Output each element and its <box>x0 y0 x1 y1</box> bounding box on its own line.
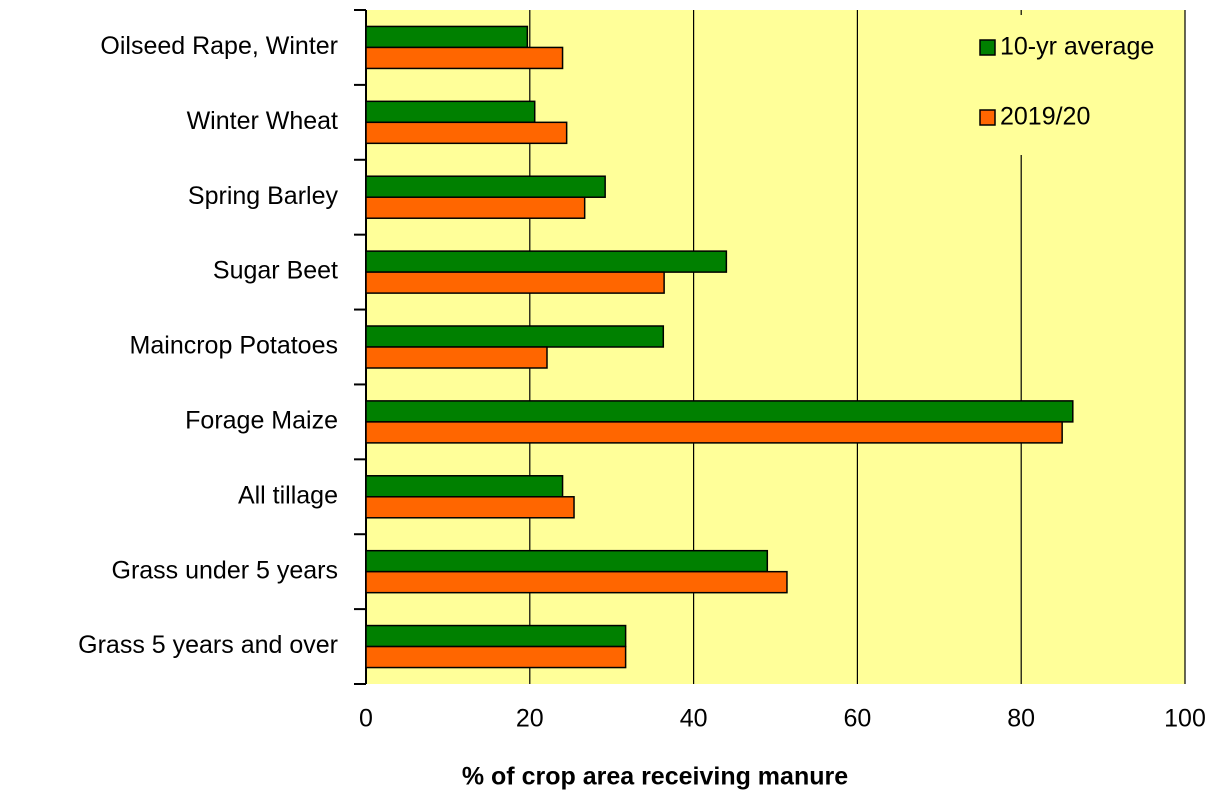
bar <box>365 421 1063 444</box>
x-tick-label: 40 <box>680 705 708 733</box>
x-tick-label: 20 <box>516 705 544 733</box>
bar <box>365 346 548 369</box>
x-tick-label: 0 <box>359 705 373 733</box>
bar <box>365 325 665 348</box>
bar <box>365 271 665 294</box>
y-tick-label: Grass under 5 years <box>112 556 339 584</box>
y-tick-label: Sugar Beet <box>213 257 338 285</box>
bar <box>365 100 536 124</box>
bar <box>365 645 627 669</box>
bar <box>365 25 529 49</box>
x-axis-title: % of crop area receiving manure <box>462 763 848 791</box>
legend-box <box>965 15 1180 155</box>
bar <box>365 624 627 648</box>
y-tick-label: All tillage <box>238 481 338 509</box>
y-tick-label: Winter Wheat <box>187 107 338 135</box>
bar <box>365 570 788 594</box>
bar <box>365 400 1074 423</box>
legend-swatch <box>979 109 996 126</box>
bar <box>365 549 769 573</box>
bar <box>365 121 568 145</box>
bar <box>365 475 564 498</box>
legend-label: 10-yr average <box>1000 33 1154 61</box>
bar <box>365 46 564 70</box>
x-tick-label: 100 <box>1164 705 1206 733</box>
legend-label: 2019/20 <box>1000 103 1090 131</box>
y-tick-label: Forage Maize <box>185 406 338 434</box>
x-tick-label: 60 <box>843 705 871 733</box>
legend-swatch <box>979 39 996 56</box>
bar <box>365 175 606 198</box>
y-tick-label: Grass 5 years and over <box>78 631 338 659</box>
bar <box>365 196 586 219</box>
y-tick-label: Oilseed Rape, Winter <box>100 32 338 60</box>
bar <box>365 496 575 519</box>
y-tick-label: Spring Barley <box>188 182 339 210</box>
bar <box>365 250 728 273</box>
x-tick-label: 80 <box>1007 705 1035 733</box>
y-tick-label: Maincrop Potatoes <box>130 332 338 360</box>
